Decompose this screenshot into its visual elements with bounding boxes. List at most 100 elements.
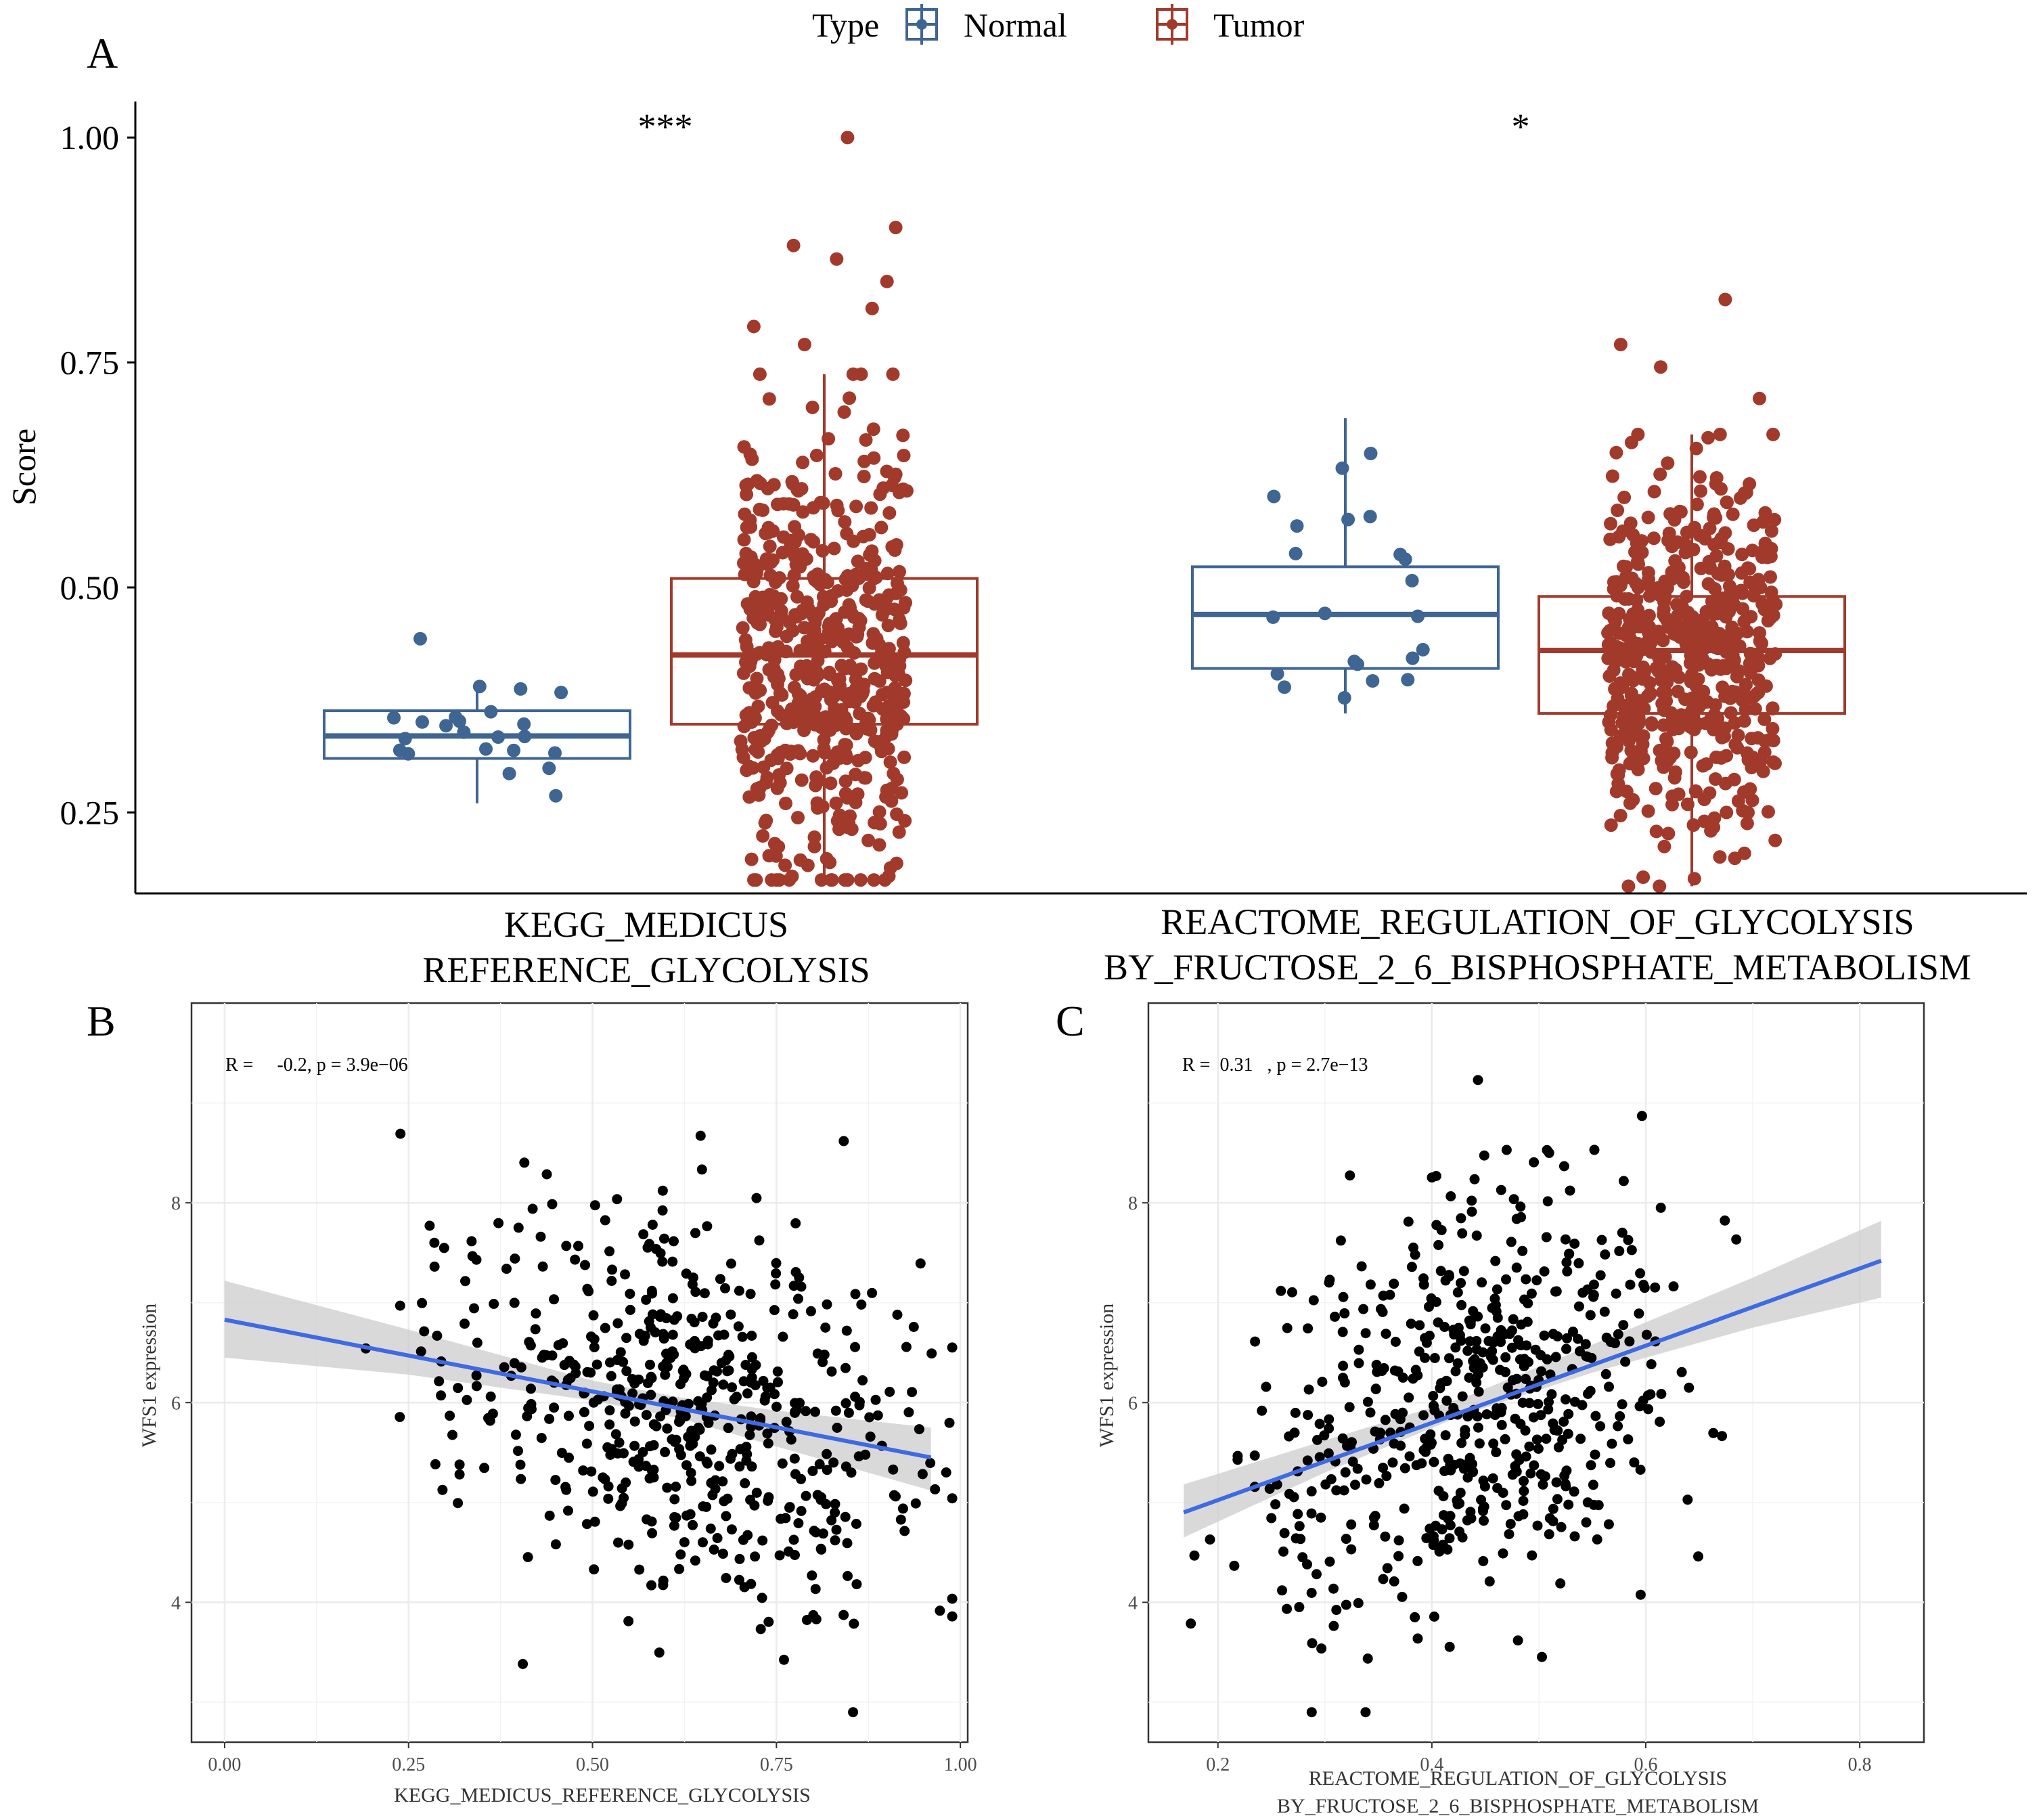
panel-a-point-tumor-2 — [1701, 577, 1715, 591]
panel-a-point-tumor-2 — [1631, 427, 1645, 441]
panel-b-point — [830, 1507, 840, 1518]
panel-a-point-tumor-1 — [796, 603, 810, 617]
panel-a-point-tumor-1 — [814, 684, 828, 698]
panel-a-point-tumor-2 — [1652, 625, 1666, 640]
panel-a-point-tumor-1 — [737, 533, 751, 547]
panel-a-point-tumor-1 — [880, 567, 895, 581]
panel-b-point — [794, 1272, 805, 1283]
panel-c-point — [1645, 1389, 1656, 1400]
panel-a-outlier-tumor-2 — [1613, 338, 1628, 351]
panel-c-point — [1462, 1411, 1473, 1422]
panel-c-point — [1345, 1170, 1355, 1181]
panel-b-point — [669, 1494, 680, 1505]
panel-a-point-tumor-2 — [1657, 602, 1671, 617]
panel-c-point — [1397, 1407, 1408, 1418]
panel-a-point-tumor-1 — [849, 500, 864, 514]
panel-b-point — [679, 1537, 690, 1548]
panel-a-point-tumor-1 — [745, 452, 759, 466]
panel-c-point — [1346, 1519, 1357, 1530]
panel-a-point-tumor-1 — [778, 743, 792, 757]
panel-a-point-tumor-2 — [1739, 485, 1753, 500]
panel-b-point — [589, 1516, 600, 1527]
panel-c-point — [1360, 1328, 1371, 1339]
panel-a-point-tumor-1 — [830, 814, 845, 828]
panel-c-point — [1445, 1460, 1456, 1470]
panel-b-point — [723, 1423, 734, 1434]
panel-c-point — [1618, 1320, 1629, 1331]
panel-c-point — [1380, 1415, 1391, 1425]
panel-a-outlier-tumor-1 — [797, 338, 811, 351]
panel-c-point — [1501, 1145, 1512, 1155]
panel-c-point — [1517, 1398, 1528, 1408]
panel-b-point — [513, 1446, 523, 1457]
panel-a-point-tumor-2 — [1632, 557, 1645, 571]
panel-a-point-tumor-1 — [776, 546, 790, 560]
panel-b-point — [648, 1419, 659, 1429]
panel-c-point — [1416, 1458, 1427, 1469]
panel-b-point — [667, 1329, 678, 1340]
panel-b-point — [914, 1424, 924, 1435]
panel-a-point-tumor-1 — [789, 667, 803, 682]
panel-a-point-tumor-1 — [840, 873, 855, 887]
panel-a-point-tumor-2 — [1621, 879, 1636, 893]
panel-a-point-tumor-1 — [822, 625, 836, 640]
panel-c-point — [1293, 1509, 1303, 1519]
panel-b-point — [722, 1493, 733, 1504]
panel-b-point — [395, 1300, 405, 1311]
panel-c-point — [1496, 1419, 1507, 1430]
panel-c-point — [1536, 1366, 1546, 1377]
panel-c-point — [1519, 1475, 1529, 1486]
panel-a-point-tumor-2 — [1605, 751, 1619, 765]
panel-b-point — [644, 1473, 655, 1484]
panel-a-point-tumor-2 — [1612, 606, 1626, 621]
panel-b-point — [516, 1473, 526, 1484]
panel-a-point-normal-2 — [1341, 512, 1355, 527]
panel-a-outlier-tumor-1 — [786, 238, 801, 252]
panel-c-point — [1414, 1320, 1425, 1331]
panel-b-point — [899, 1526, 910, 1536]
panel-b-y-axis-label: WFS1 expression — [138, 1304, 160, 1448]
panel-c-point — [1381, 1471, 1392, 1482]
panel-c-point — [1556, 1522, 1567, 1532]
panel-a-point-tumor-1 — [882, 506, 897, 520]
panel-a-point-tumor-2 — [1694, 484, 1707, 498]
panel-b-point — [925, 1458, 936, 1468]
panel-c-point — [1569, 1239, 1580, 1249]
panel-b-point — [615, 1501, 626, 1511]
panel-a-point-tumor-2 — [1636, 870, 1651, 884]
panel-b-point — [681, 1460, 692, 1471]
panel-b-point — [694, 1451, 705, 1462]
panel-c-point — [1539, 1330, 1550, 1341]
panel-b-point — [702, 1221, 713, 1232]
panel-c-point — [1257, 1405, 1268, 1416]
panel-c-point — [1532, 1520, 1543, 1531]
panel-c-point — [1508, 1194, 1519, 1205]
panel-a-point-tumor-1 — [888, 681, 902, 695]
panel-c-point — [1561, 1394, 1571, 1405]
panel-b-point — [689, 1317, 700, 1328]
panel-b-point — [660, 1369, 671, 1380]
panel-b-point — [763, 1616, 774, 1627]
panel-a-point-tumor-1 — [896, 428, 910, 443]
legend: Type Normal Tumor — [812, 4, 1305, 45]
panel-a-point-tumor-1 — [884, 727, 899, 741]
panel-b-point — [560, 1482, 571, 1492]
panel-b-point — [678, 1364, 689, 1375]
panel-a-point-normal-1 — [549, 789, 563, 803]
panel-c-point — [1615, 1411, 1625, 1421]
panel-b-point — [807, 1465, 818, 1476]
panel-b-point — [610, 1429, 621, 1440]
panel-b-point — [615, 1347, 626, 1358]
panel-c-point — [1452, 1495, 1462, 1506]
panel-b-point — [578, 1465, 589, 1476]
panel-c-point — [1603, 1519, 1614, 1530]
panel-b-point — [641, 1410, 652, 1421]
panel-b-point — [907, 1387, 918, 1398]
panel-a-y-tick-label: 0.25 — [60, 793, 120, 831]
panel-b-point — [793, 1293, 803, 1304]
panel-b-point — [746, 1331, 757, 1341]
panel-c-point — [1418, 1273, 1429, 1284]
panel-b-point — [688, 1519, 698, 1530]
panel-b-point — [888, 1464, 899, 1475]
panel-c-point — [1365, 1407, 1376, 1418]
